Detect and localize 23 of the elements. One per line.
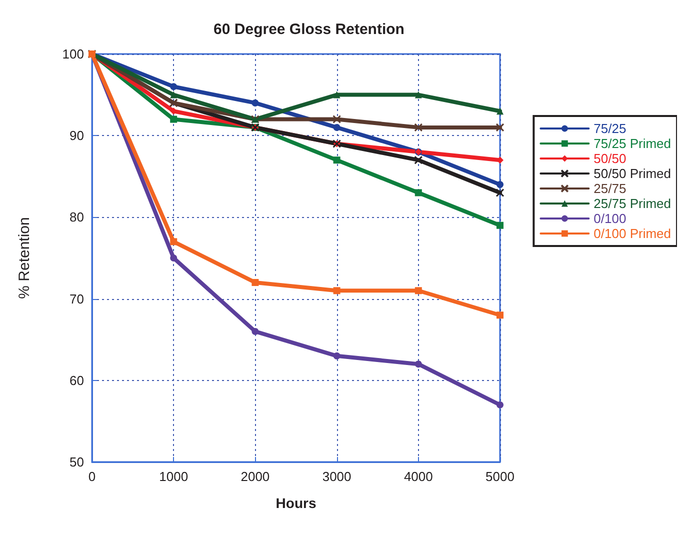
- y-tick-label: 90: [70, 128, 84, 144]
- y-tick-label: 70: [70, 291, 84, 306]
- legend-label: 25/75 Primed: [594, 196, 672, 211]
- legend-label: 50/50: [594, 151, 626, 166]
- x-tick-label: 0: [88, 469, 96, 484]
- legend-label: 0/100 Primed: [594, 226, 672, 241]
- y-tick-label: 80: [70, 210, 84, 225]
- x-axis-title: Hours: [276, 495, 316, 511]
- y-tick-label: 60: [70, 372, 84, 388]
- legend-label: 50/50 Primed: [594, 166, 672, 181]
- x-tick-label: 3000: [322, 469, 352, 484]
- x-tick-label: 1000: [159, 469, 188, 484]
- chart-title: 60 Degree Gloss Retention: [214, 21, 404, 38]
- y-tick-label: 100: [62, 46, 84, 62]
- legend-label: 75/25: [594, 121, 626, 136]
- x-tick-label: 2000: [240, 469, 270, 484]
- x-tick-label: 5000: [486, 469, 514, 484]
- legend-label: 0/100: [594, 211, 626, 226]
- x-tick-label: 4000: [404, 469, 433, 484]
- legend-label: 75/25 Primed: [594, 136, 672, 151]
- y-axis-title: % Retention: [16, 217, 33, 299]
- y-tick-label: 50: [70, 454, 84, 470]
- legend-label: 25/75: [594, 181, 626, 196]
